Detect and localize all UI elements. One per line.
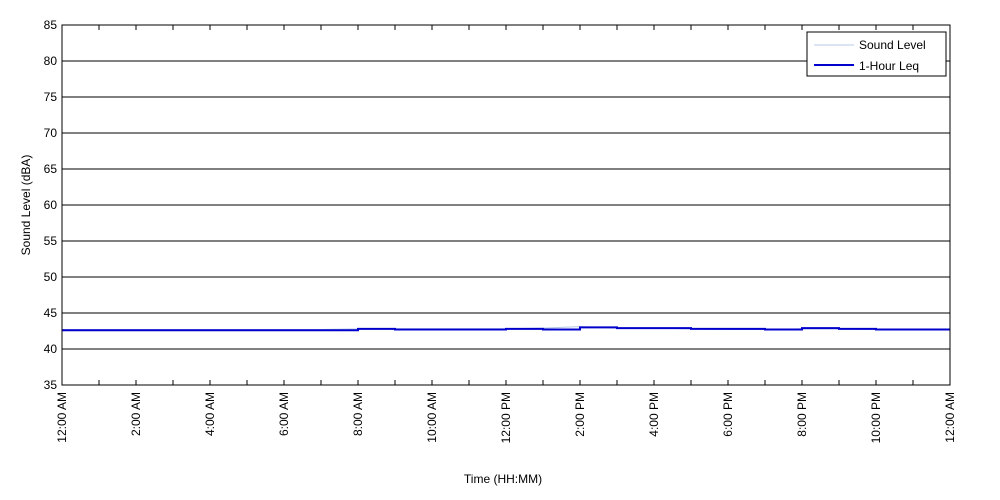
x-tick-label: 4:00 AM [203,392,217,436]
y-tick-label: 40 [44,342,58,356]
x-tick-label: 2:00 PM [573,392,587,437]
x-tick-label: 10:00 PM [869,392,883,443]
x-tick-label: 12:00 AM [55,392,69,443]
y-tick-label: 60 [44,198,58,212]
x-tick-label: 8:00 PM [795,392,809,437]
series-line-1-hour-leq [62,326,950,332]
x-tick-label: 8:00 AM [351,392,365,436]
x-tick-label: 4:00 PM [647,392,661,437]
series-lines [62,326,950,332]
legend-label-1-hour-leq: 1-Hour Leq [859,59,919,73]
x-tick-label: 6:00 PM [721,392,735,437]
x-axis-ticks: 12:00 AM 2:00 AM 4:00 AM 6:00 AM 8:00 AM 10:0… [55,25,957,443]
legend: Sound Level 1-Hour Leq [806,31,947,77]
x-tick-label: 2:00 AM [129,392,143,436]
legend-box [806,31,947,77]
x-axis-label: Time (HH:MM) [464,472,542,486]
y-tick-label: 75 [44,90,58,104]
y-axis-ticks: 35 40 45 50 55 60 65 70 75 80 85 [44,18,58,392]
y-tick-label: 70 [44,126,58,140]
y-tick-label: 55 [44,234,58,248]
y-tick-label: 85 [44,18,58,32]
y-tick-label: 35 [44,378,58,392]
y-tick-label: 45 [44,306,58,320]
y-axis-label: Sound Level (dBA) [19,155,33,256]
x-tick-label: 6:00 AM [277,392,291,436]
x-tick-label: 12:00 AM [943,392,957,443]
gridlines [62,60,950,350]
y-tick-label: 80 [44,54,58,68]
y-tick-label: 65 [44,162,58,176]
y-tick-label: 50 [44,270,58,284]
x-tick-label: 10:00 AM [425,392,439,443]
legend-label-sound-level: Sound Level [859,38,926,52]
x-tick-label: 12:00 PM [499,392,513,443]
